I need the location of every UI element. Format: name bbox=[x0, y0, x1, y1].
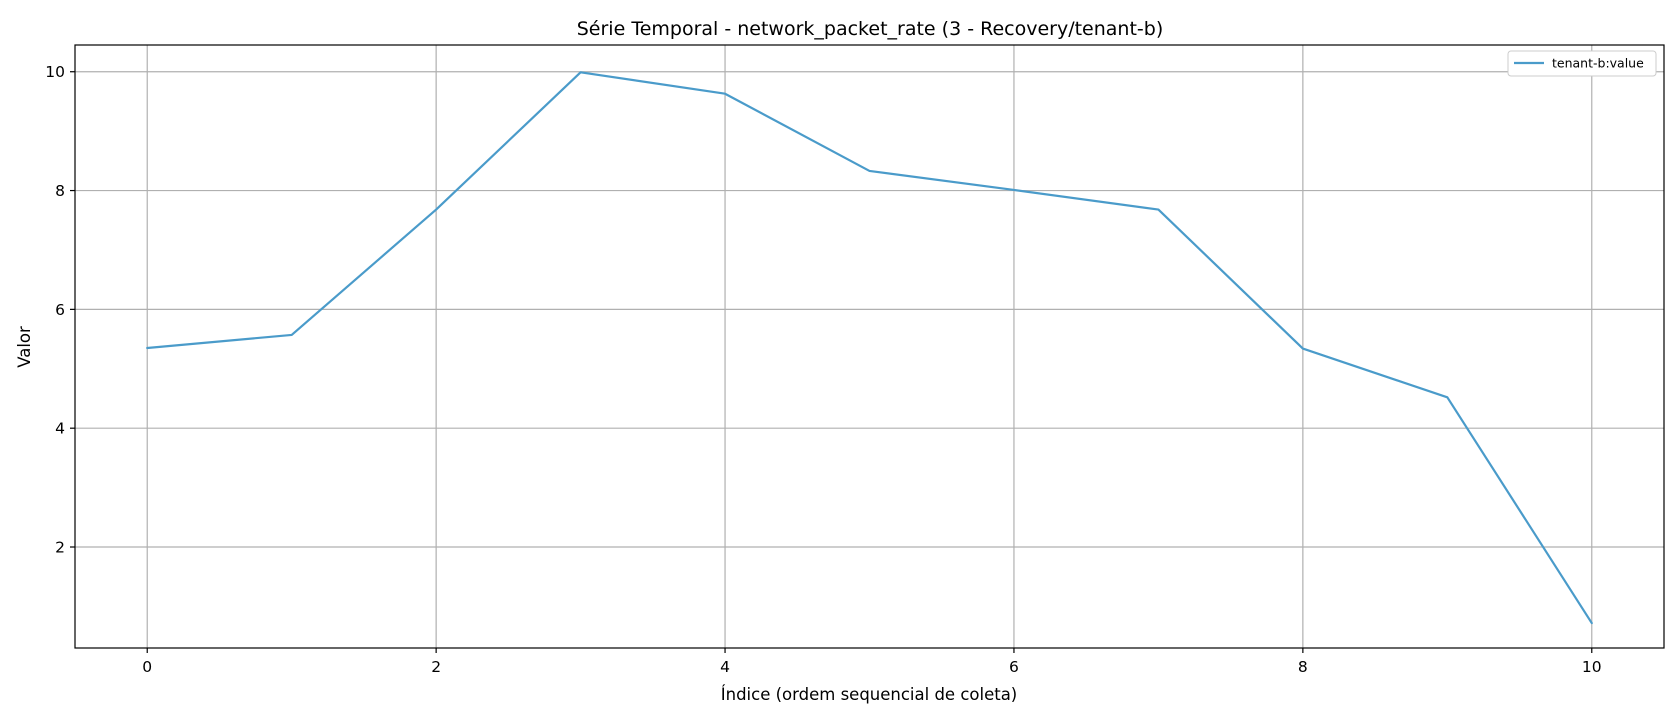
x-tick-label: 2 bbox=[431, 658, 441, 676]
chart-title: Série Temporal - network_packet_rate (3 … bbox=[577, 18, 1164, 40]
x-tick-label: 10 bbox=[1582, 658, 1602, 676]
y-tick-label: 2 bbox=[55, 539, 65, 557]
y-tick-label: 6 bbox=[55, 301, 65, 319]
legend-label: tenant-b:value bbox=[1552, 56, 1644, 71]
legend: tenant-b:value bbox=[1507, 50, 1657, 77]
x-tick-label: 8 bbox=[1298, 658, 1308, 676]
grid-lines bbox=[75, 45, 1664, 648]
x-axis-ticks: 0 2 4 6 8 10 bbox=[142, 648, 1602, 676]
y-tick-label: 8 bbox=[55, 182, 65, 200]
x-tick-label: 6 bbox=[1009, 658, 1019, 676]
series-layer bbox=[146, 71, 1593, 625]
x-tick-label: 4 bbox=[720, 658, 730, 676]
plot-area-frame bbox=[74, 44, 1665, 649]
x-axis-label: Índice (ordem sequencial de coleta) bbox=[721, 685, 1018, 704]
series-line bbox=[146, 71, 1593, 625]
y-axis-ticks: 2 4 6 8 10 bbox=[45, 63, 75, 557]
y-axis-label: Valor bbox=[15, 326, 34, 368]
y-tick-label: 10 bbox=[45, 63, 65, 81]
legend-box bbox=[1507, 50, 1657, 77]
y-tick-label: 4 bbox=[55, 420, 65, 438]
x-tick-label: 0 bbox=[142, 658, 152, 676]
